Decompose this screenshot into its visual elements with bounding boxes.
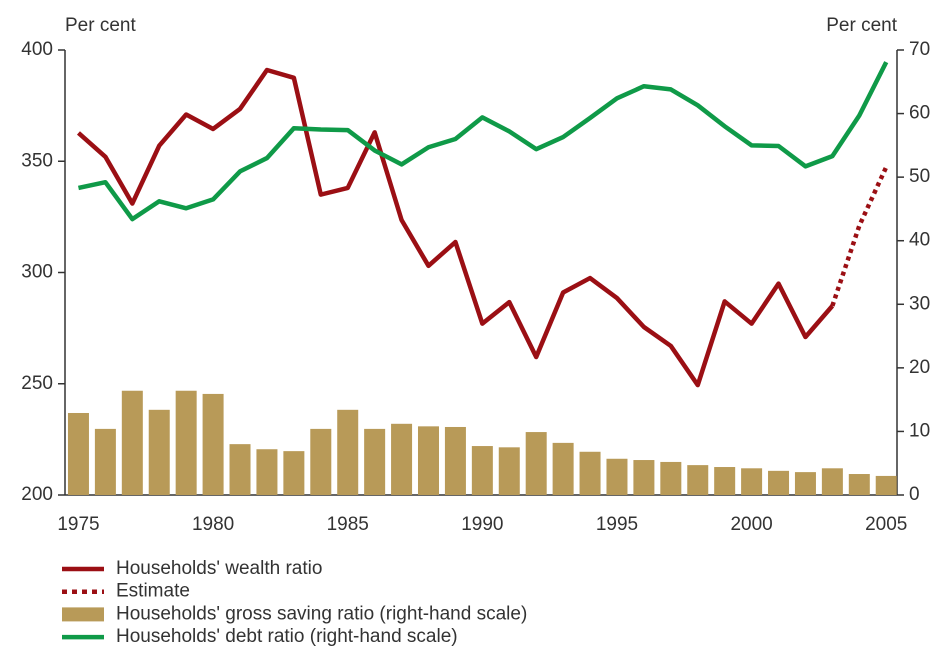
bar [202, 393, 224, 495]
bar [821, 468, 843, 495]
y2-axis-label: Per cent [826, 15, 897, 36]
legend-swatch [62, 607, 104, 622]
bar [687, 465, 709, 495]
bar [229, 444, 251, 495]
bar [525, 432, 547, 495]
x-tick-label: 1995 [596, 514, 638, 535]
bar [444, 426, 466, 495]
y2-tick-label: 40 [909, 230, 930, 251]
bar [337, 409, 359, 495]
legend-label: Households' gross saving ratio (right-ha… [116, 603, 527, 624]
line [77, 61, 889, 222]
y-tick-label: 350 [21, 150, 53, 171]
y2-tick-label: 30 [909, 293, 930, 314]
y2-tick-label: 50 [909, 166, 930, 187]
x-tick-label: 2005 [865, 514, 907, 535]
legend-label: Households' wealth ratio [116, 558, 322, 579]
bar [741, 468, 763, 495]
bar [417, 426, 439, 495]
y-tick-label: 200 [21, 484, 53, 505]
bar [552, 442, 574, 495]
bar [794, 472, 816, 495]
x-tick-label: 1990 [461, 514, 503, 535]
bar [606, 458, 628, 495]
bar [498, 447, 520, 495]
bar [768, 470, 790, 495]
bar [283, 451, 305, 495]
estimate-line [830, 166, 889, 307]
y2-tick-label: 0 [909, 484, 920, 505]
y-tick-label: 250 [21, 373, 53, 394]
bar [310, 428, 332, 495]
y2-tick-label: 10 [909, 420, 930, 441]
bar [175, 390, 197, 495]
bar [633, 460, 655, 495]
y2-tick-label: 70 [909, 39, 930, 60]
legend-label: Households' debt ratio (right-hand scale… [116, 626, 458, 647]
y-axis-label: Per cent [65, 15, 136, 36]
line [76, 67, 835, 388]
bar [875, 475, 897, 495]
bar [148, 409, 170, 495]
bar [121, 390, 143, 495]
bar [256, 449, 278, 495]
bar [67, 412, 89, 495]
y-tick-label: 400 [21, 39, 53, 60]
bar [660, 461, 682, 495]
bar [364, 428, 386, 495]
bar [714, 467, 736, 495]
x-tick-label: 1985 [327, 514, 369, 535]
bar [848, 474, 870, 495]
legend-label: Estimate [116, 581, 190, 602]
bar [391, 423, 413, 495]
y2-tick-label: 60 [909, 103, 930, 124]
bar [579, 451, 601, 495]
y-tick-label: 300 [21, 262, 53, 283]
y2-tick-label: 20 [909, 357, 930, 378]
x-tick-label: 1975 [57, 514, 99, 535]
x-tick-label: 1980 [192, 514, 234, 535]
bar [94, 428, 116, 495]
bar [471, 446, 493, 495]
x-tick-label: 2000 [730, 514, 772, 535]
